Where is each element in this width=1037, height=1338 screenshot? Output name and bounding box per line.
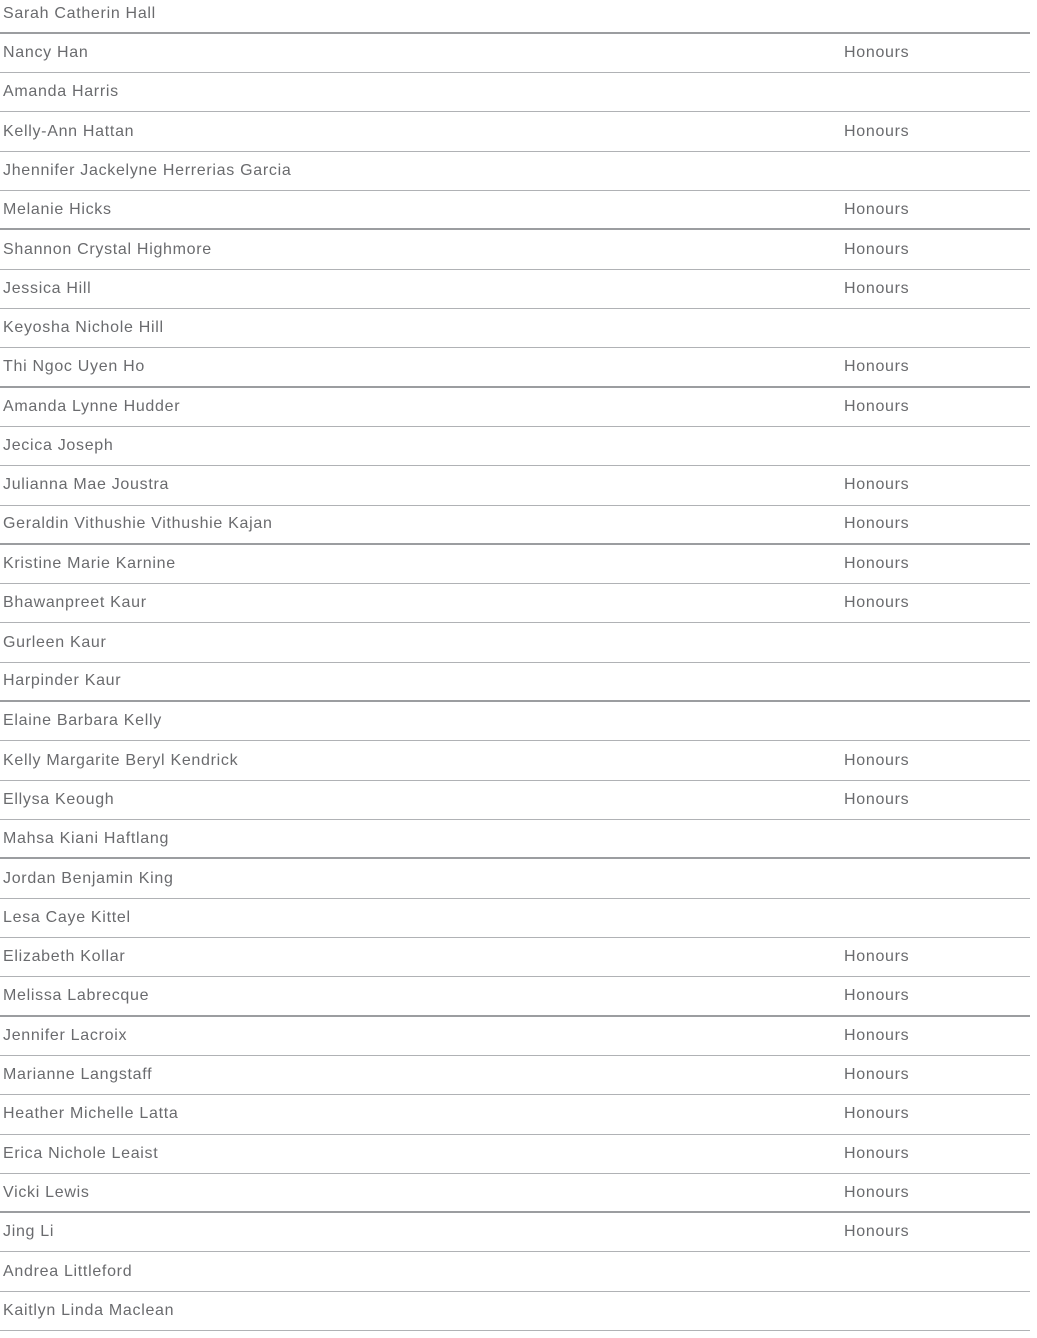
- table-row: Bhawanpreet Kaur Honours: [0, 584, 1030, 624]
- honours-label: Honours: [844, 1223, 910, 1241]
- student-name: Kaitlyn Linda Maclean: [3, 1301, 175, 1319]
- student-name: Elizabeth Kollar: [3, 948, 126, 966]
- table-row: Keyosha Nichole Hill: [0, 309, 1030, 349]
- table-row: Lesa Caye Kittel: [0, 899, 1030, 938]
- table-row: Gurleen Kaur: [0, 623, 1030, 663]
- student-name: Kelly Margarite Beryl Kendrick: [3, 751, 239, 769]
- table-row: Jordan Benjamin King: [0, 859, 1030, 899]
- table-row: Andrea Littleford: [0, 1252, 1030, 1292]
- table-row: Kaitlyn Linda Maclean: [0, 1292, 1030, 1332]
- student-name: Elaine Barbara Kelly: [3, 712, 162, 730]
- student-name: Geraldin Vithushie Vithushie Kajan: [3, 515, 273, 533]
- table-row: Jecica Joseph: [0, 427, 1030, 467]
- student-name: Jessica Hill: [3, 279, 92, 297]
- honours-label: Honours: [844, 555, 910, 573]
- student-name: Heather Michelle Latta: [3, 1105, 179, 1123]
- student-name: Mahsa Kiani Haftlang: [3, 829, 170, 847]
- table-row: Heather Michelle Latta Honours: [0, 1095, 1030, 1135]
- student-name: Melanie Hicks: [3, 200, 112, 218]
- table-row: Erica Nichole Leaist Honours: [0, 1135, 1030, 1174]
- table-row: Kelly-Ann Hattan Honours: [0, 112, 1030, 152]
- honours-label: Honours: [844, 1183, 910, 1201]
- honours-label: Honours: [844, 200, 910, 218]
- student-name: Jhennifer Jackelyne Herrerias Garcia: [3, 161, 292, 179]
- honours-label: Honours: [844, 790, 910, 808]
- student-name: Julianna Mae Joustra: [3, 476, 170, 494]
- table-row: Kelly Margarite Beryl Kendrick Honours: [0, 741, 1030, 781]
- table-row: Vicki Lewis Honours: [0, 1174, 1030, 1214]
- honours-label: Honours: [844, 476, 910, 494]
- student-name: Ellysa Keough: [3, 790, 115, 808]
- table-row: Shannon Crystal Highmore Honours: [0, 230, 1030, 270]
- honours-label: Honours: [844, 357, 910, 375]
- student-name: Gurleen Kaur: [3, 633, 107, 651]
- student-name: Erica Nichole Leaist: [3, 1144, 159, 1162]
- honours-label: Honours: [844, 1026, 910, 1044]
- table-row: Amanda Lynne Hudder Honours: [0, 388, 1030, 427]
- student-name: Sarah Catherin Hall: [3, 4, 156, 22]
- table-row: Sarah Catherin Hall: [0, 0, 1030, 34]
- honours-label: Honours: [844, 751, 910, 769]
- student-name: Nancy Han: [3, 43, 89, 61]
- table-row: Marianne Langstaff Honours: [0, 1056, 1030, 1096]
- student-name: Kristine Marie Karnine: [3, 555, 176, 573]
- student-name: Harpinder Kaur: [3, 672, 122, 690]
- student-name: Amanda Harris: [3, 83, 119, 101]
- student-name: Marianne Langstaff: [3, 1066, 153, 1084]
- honours-label: Honours: [844, 1066, 910, 1084]
- table-row: Jessica Hill Honours: [0, 270, 1030, 309]
- table-row: Melanie Hicks Honours: [0, 191, 1030, 231]
- table-row: Nancy Han Honours: [0, 34, 1030, 74]
- table-row: Jing Li Honours: [0, 1213, 1030, 1253]
- table-row: Geraldin Vithushie Vithushie Kajan Honou…: [0, 506, 1030, 545]
- student-name: Shannon Crystal Highmore: [3, 240, 212, 258]
- honours-label: Honours: [844, 397, 910, 415]
- honours-label: Honours: [844, 279, 910, 297]
- honours-label: Honours: [844, 43, 910, 61]
- honours-label: Honours: [844, 1144, 910, 1162]
- table-row: Elaine Barbara Kelly: [0, 702, 1030, 742]
- student-name: Lesa Caye Kittel: [3, 908, 131, 926]
- table-row: Mahsa Kiani Haftlang: [0, 820, 1030, 860]
- table-row: Elizabeth Kollar Honours: [0, 938, 1030, 978]
- student-name: Kelly-Ann Hattan: [3, 122, 135, 140]
- student-name: Vicki Lewis: [3, 1183, 90, 1201]
- honours-label: Honours: [844, 515, 910, 533]
- table-row: Kristine Marie Karnine Honours: [0, 545, 1030, 585]
- student-name: Jennifer Lacroix: [3, 1026, 128, 1044]
- table-row: Harpinder Kaur: [0, 663, 1030, 703]
- honours-label: Honours: [844, 594, 910, 612]
- student-name: Jecica Joseph: [3, 437, 114, 455]
- table-row: Melissa Labrecque Honours: [0, 977, 1030, 1017]
- student-name: Keyosha Nichole Hill: [3, 319, 164, 337]
- honours-label: Honours: [844, 1105, 910, 1123]
- table-row: Thi Ngoc Uyen Ho Honours: [0, 348, 1030, 388]
- student-name: Amanda Lynne Hudder: [3, 397, 181, 415]
- student-name: Jordan Benjamin King: [3, 869, 174, 887]
- student-name: Melissa Labrecque: [3, 986, 150, 1004]
- honours-label: Honours: [844, 948, 910, 966]
- table-row: Jhennifer Jackelyne Herrerias Garcia: [0, 152, 1030, 192]
- honours-label: Honours: [844, 122, 910, 140]
- table-row: Jennifer Lacroix Honours: [0, 1017, 1030, 1056]
- honours-label: Honours: [844, 986, 910, 1004]
- student-name: Thi Ngoc Uyen Ho: [3, 357, 145, 375]
- honours-label: Honours: [844, 240, 910, 258]
- table-row: Ellysa Keough Honours: [0, 781, 1030, 821]
- table-row: Julianna Mae Joustra Honours: [0, 466, 1030, 506]
- table-row: Amanda Harris: [0, 73, 1030, 113]
- student-name: Bhawanpreet Kaur: [3, 594, 147, 612]
- student-name: Jing Li: [3, 1223, 55, 1241]
- student-name: Andrea Littleford: [3, 1262, 133, 1280]
